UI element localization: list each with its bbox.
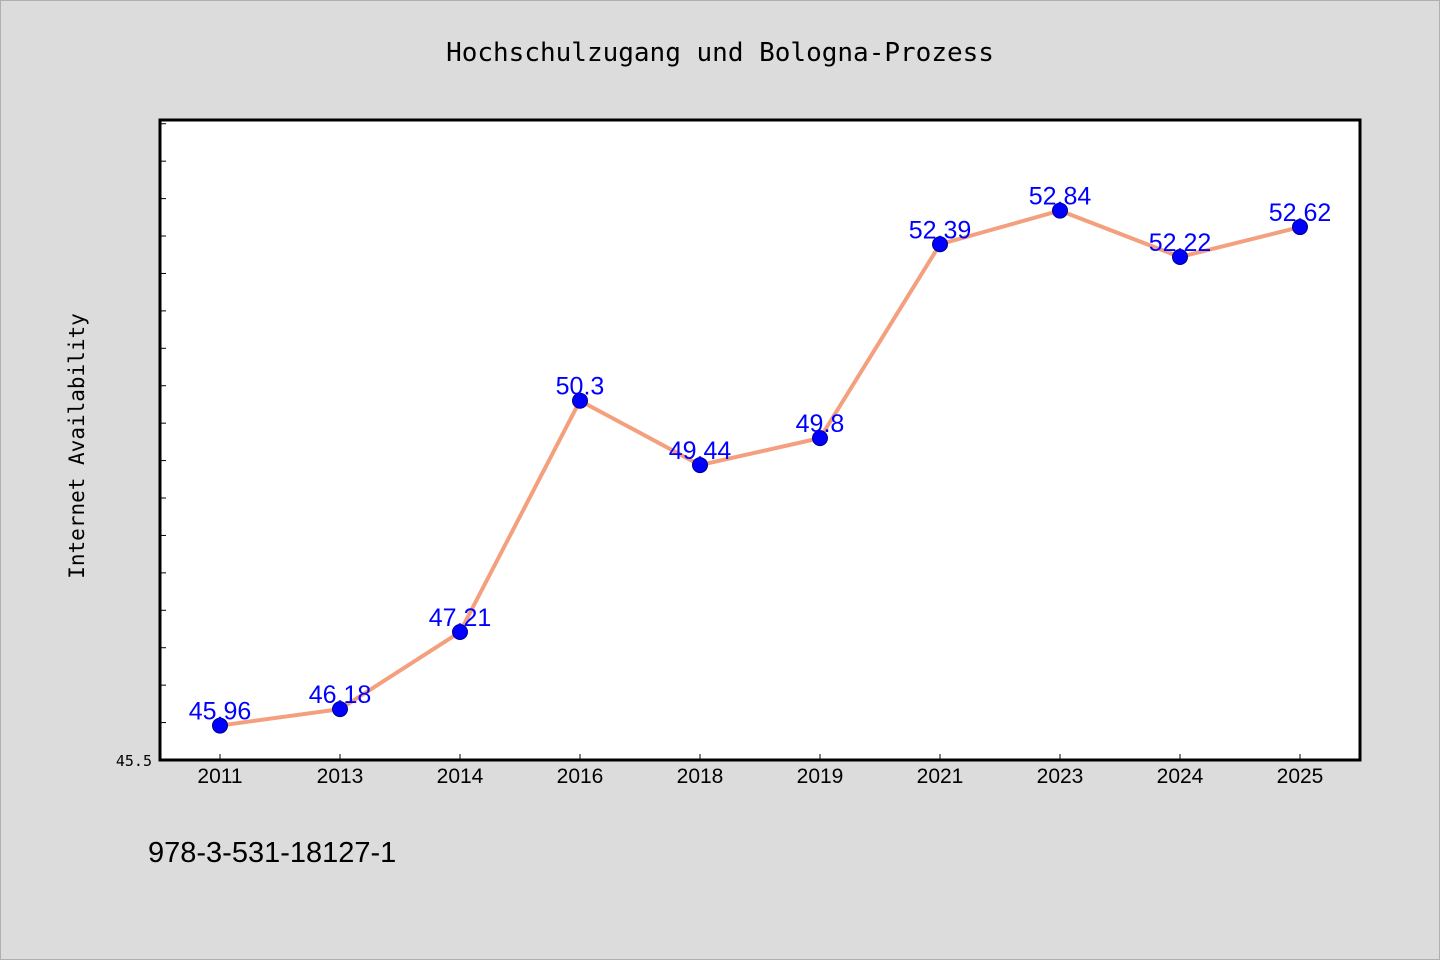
data-point [452,624,468,640]
data-labels: 45.96 46.18 47.21 50.3 49.44 49.8 52.39 52.84 52… [189,183,1332,726]
x-tick-label: 2013 [317,765,364,788]
data-point [1052,202,1068,219]
data-markers [212,202,1308,734]
x-tick-label: 2019 [797,765,844,788]
data-point [212,717,228,734]
data-label: 50.3 [556,373,605,401]
x-tick-label: 2024 [1157,765,1204,788]
data-label: 46.18 [309,681,372,709]
data-label: 52.22 [1149,229,1212,257]
y-tick-label: 45.5 [116,752,152,770]
x-axis-tick-labels: 2011 2013 2014 2016 2018 2019 2021 2023 2024 2025 [197,765,1323,788]
x-tick-label: 2018 [677,765,724,788]
x-tick-label: 2025 [1277,765,1324,788]
chart-title: Hochschulzugang und Bologna-Prozess [446,38,994,68]
plot-area [158,118,1362,762]
data-label: 52.62 [1269,199,1332,227]
x-axis-ticks [219,754,1301,760]
y-axis-ticks [160,123,166,724]
data-point [332,701,348,718]
data-label: 47.21 [429,604,492,632]
data-point [1172,248,1188,265]
x-tick-label: 2014 [437,765,484,788]
x-tick-label: 2011 [197,765,242,788]
data-point [812,430,828,447]
data-label: 49.44 [669,437,732,465]
x-tick-label: 2016 [557,765,604,788]
data-point [572,392,588,409]
x-tick-label: 2023 [1037,765,1084,788]
y-axis-label: Internet Availability [65,313,89,579]
x-tick-label: 2021 [917,765,964,788]
data-point [692,457,708,474]
series-line [219,208,1301,728]
data-label: 45.96 [189,698,252,726]
data-point [1292,219,1308,236]
footer-code: 978-3-531-18127-1 [148,837,396,869]
data-label: 52.84 [1029,183,1092,211]
data-label: 52.39 [909,216,972,244]
data-label: 49.8 [796,410,845,438]
data-point [932,236,948,253]
